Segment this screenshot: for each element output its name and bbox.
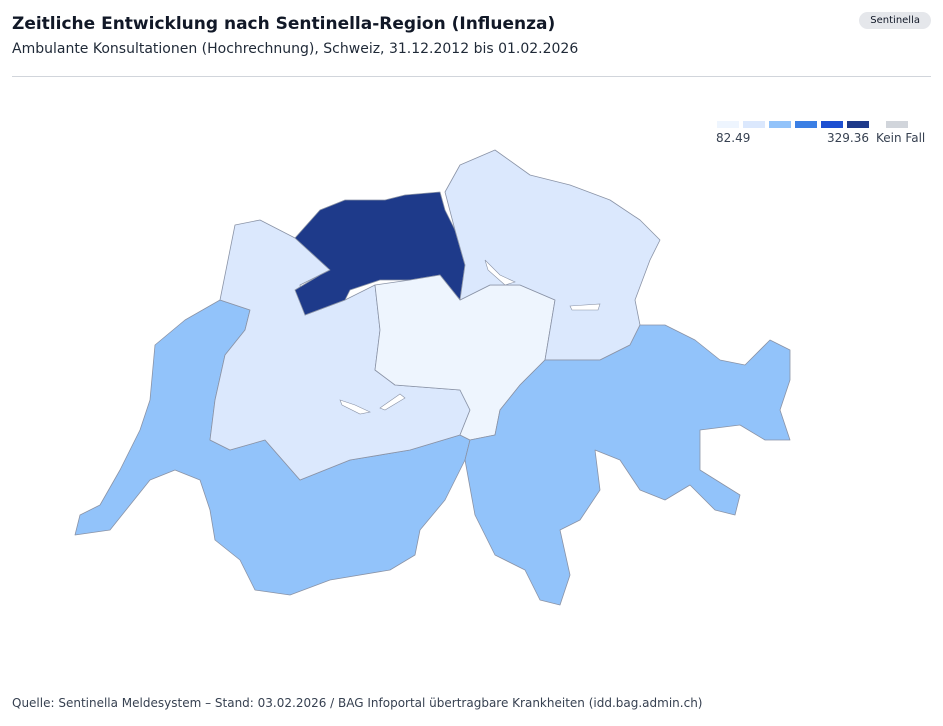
subtitle: Ambulante Konsultationen (Hochrechnung),… [12,41,579,57]
legend-swatch [717,121,739,128]
title: Zeitliche Entwicklung nach Sentinella-Re… [12,14,556,34]
divider [12,76,931,77]
source: Quelle: Sentinella Meldesystem – Stand: … [12,696,703,710]
legend-no-data: Kein Fall [876,131,925,145]
legend-swatch [769,121,791,128]
legend-swatch [795,121,817,128]
legend-swatch [886,121,908,128]
legend-swatch [743,121,765,128]
badge[interactable]: Sentinella [859,12,931,29]
legend-swatch [821,121,843,128]
legend-min: 82.49 [716,131,750,145]
region[interactable] [464,324,791,606]
legend-swatch [847,121,869,128]
legend-max: 329.36 [827,131,869,145]
lakes [339,259,601,415]
